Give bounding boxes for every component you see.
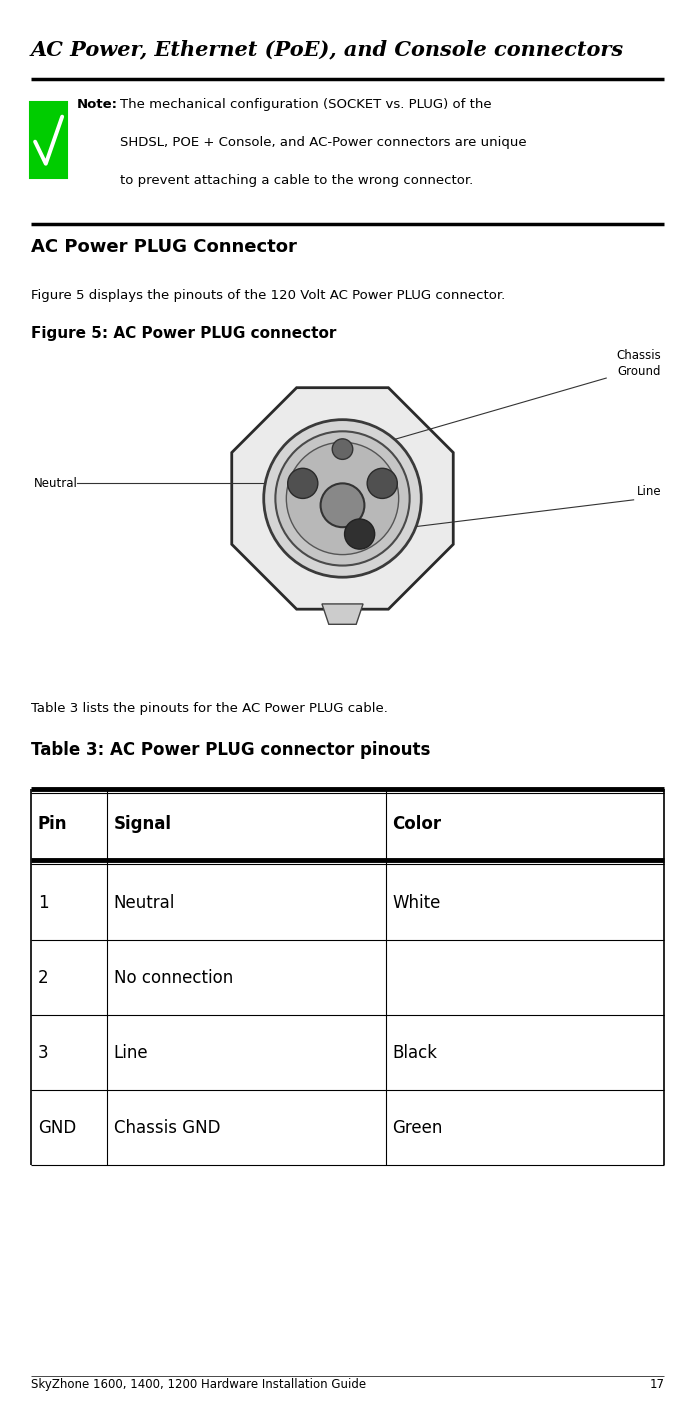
Text: Figure 5: AC Power PLUG connector: Figure 5: AC Power PLUG connector	[31, 326, 336, 341]
Text: Black: Black	[393, 1044, 438, 1062]
Text: to prevent attaching a cable to the wrong connector.: to prevent attaching a cable to the wron…	[120, 174, 473, 187]
Text: Table 3 lists the pinouts for the AC Power PLUG cable.: Table 3 lists the pinouts for the AC Pow…	[31, 702, 388, 715]
Ellipse shape	[264, 419, 421, 578]
Text: Color: Color	[393, 816, 442, 833]
Text: Signal: Signal	[114, 816, 172, 833]
Text: Chassis
Ground: Chassis Ground	[616, 350, 661, 378]
Text: No connection: No connection	[114, 969, 233, 987]
Text: SHDSL, POE + Console, and AC-Power connectors are unique: SHDSL, POE + Console, and AC-Power conne…	[120, 136, 527, 149]
FancyBboxPatch shape	[30, 102, 67, 178]
Text: Neutral: Neutral	[34, 477, 78, 490]
Text: Table 3: AC Power PLUG connector pinouts: Table 3: AC Power PLUG connector pinouts	[31, 741, 430, 759]
Ellipse shape	[345, 520, 375, 549]
Text: GND: GND	[38, 1119, 76, 1137]
Text: 2: 2	[38, 969, 49, 987]
Text: Green: Green	[393, 1119, 443, 1137]
Ellipse shape	[288, 469, 318, 498]
Text: Figure 5 displays the pinouts of the 120 Volt AC Power PLUG connector.: Figure 5 displays the pinouts of the 120…	[31, 289, 505, 302]
Text: 17: 17	[649, 1378, 664, 1391]
Polygon shape	[322, 603, 363, 624]
Text: The mechanical configuration (SOCKET vs. PLUG) of the: The mechanical configuration (SOCKET vs.…	[120, 98, 492, 110]
Text: 1: 1	[38, 893, 49, 912]
Text: Note:: Note:	[77, 98, 118, 110]
Text: Chassis GND: Chassis GND	[114, 1119, 220, 1137]
Ellipse shape	[332, 439, 353, 459]
Text: White: White	[393, 893, 441, 912]
Ellipse shape	[321, 483, 364, 527]
Polygon shape	[232, 388, 453, 609]
Text: Line: Line	[114, 1044, 149, 1062]
Ellipse shape	[367, 469, 397, 498]
Text: AC Power, Ethernet (PoE), and Console connectors: AC Power, Ethernet (PoE), and Console co…	[31, 40, 624, 59]
Text: Neutral: Neutral	[114, 893, 175, 912]
Text: SkyZhone 1600, 1400, 1200 Hardware Installation Guide: SkyZhone 1600, 1400, 1200 Hardware Insta…	[31, 1378, 366, 1391]
Text: AC Power PLUG Connector: AC Power PLUG Connector	[31, 238, 297, 256]
Ellipse shape	[286, 442, 399, 555]
Text: Pin: Pin	[38, 816, 67, 833]
Text: Line: Line	[636, 484, 661, 498]
Text: 3: 3	[38, 1044, 49, 1062]
Ellipse shape	[275, 432, 410, 565]
